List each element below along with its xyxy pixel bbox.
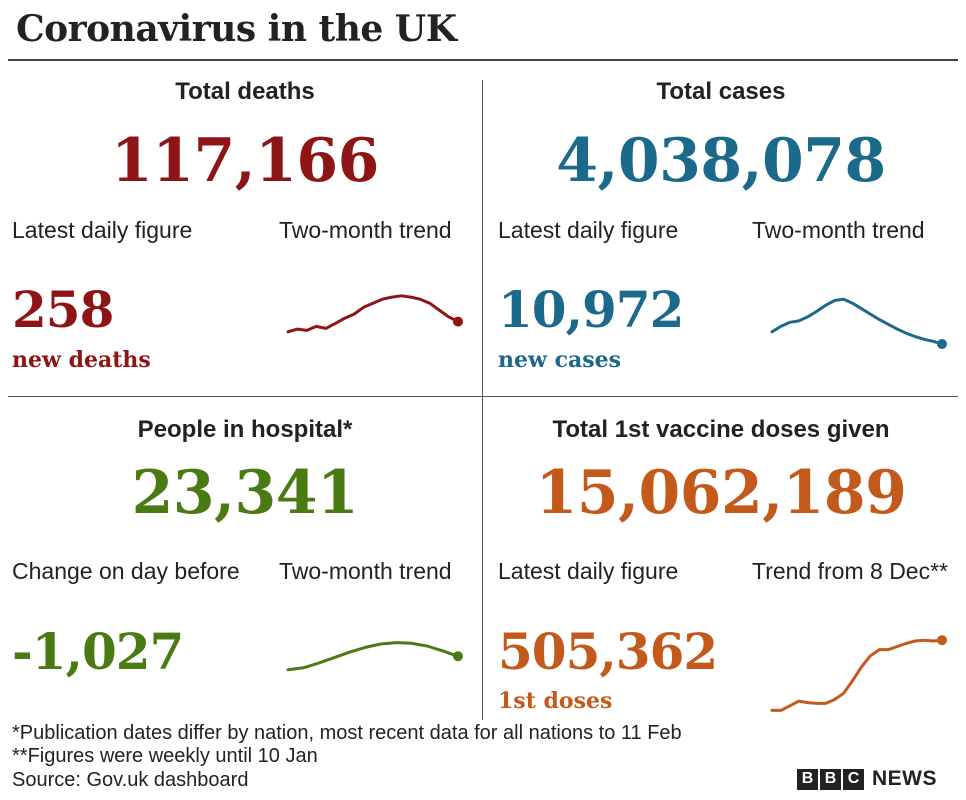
page-title: Coronavirus in the UK	[16, 8, 457, 50]
deaths-panel: Total deaths 117,166 Latest daily figure…	[8, 70, 482, 400]
vaccine-unit: 1st doses	[498, 688, 613, 714]
footnote-weekly: **Figures were weekly until 10 Jan	[12, 745, 318, 767]
vaccine-total: 15,062,189	[535, 458, 907, 528]
deaths-unit: new deaths	[12, 347, 151, 373]
vaccine-right-label: Trend from 8 Dec**	[752, 558, 948, 584]
cases-unit: new cases	[498, 347, 622, 373]
deaths-title: Total deaths	[175, 78, 315, 105]
vaccine-title: Total 1st vaccine doses given	[552, 416, 890, 443]
cases-left-label: Latest daily figure	[498, 217, 679, 243]
cases-trend-end-point	[937, 339, 947, 349]
hospital-total: 23,341	[131, 458, 359, 528]
deaths-left-label: Latest daily figure	[12, 217, 193, 243]
deaths-right-label: Two-month trend	[279, 217, 452, 243]
vaccine-trend-line	[770, 638, 944, 712]
title-divider	[8, 59, 958, 61]
hospital-trend-line	[286, 641, 460, 672]
bbc-logo-letter-b1: B	[797, 768, 818, 790]
vaccine-trend-chart	[770, 635, 947, 712]
bbc-logo-letter-b2: B	[820, 768, 841, 790]
hospital-left-label: Change on day before	[12, 558, 240, 584]
cases-panel: Total cases 4,038,078 Latest daily figur…	[484, 70, 958, 400]
deaths-trend-chart	[286, 294, 463, 334]
vaccine-daily: 505,362	[498, 622, 718, 681]
hospital-title: People in hospital*	[137, 416, 353, 443]
cases-daily: 10,972	[498, 280, 684, 339]
vaccine-panel: Total 1st vaccine doses given 15,062,189…	[484, 408, 958, 738]
horizontal-divider	[8, 396, 958, 397]
vaccine-left-label: Latest daily figure	[498, 558, 679, 584]
hospital-daily: -1,027	[12, 622, 184, 681]
vaccine-trend-end-point	[937, 635, 947, 646]
deaths-total: 117,166	[111, 126, 379, 196]
cases-total: 4,038,078	[556, 126, 886, 196]
bbc-logo-letter-c: C	[843, 768, 864, 790]
cases-right-label: Two-month trend	[752, 217, 925, 243]
bbc-news-logo: B B C NEWS	[797, 767, 937, 791]
hospital-trend-chart	[286, 641, 463, 672]
hospital-panel: People in hospital* 23,341 Change on day…	[8, 408, 482, 738]
deaths-daily: 258	[12, 280, 114, 339]
deaths-trend-end-point	[453, 316, 463, 327]
cases-trend-chart	[770, 297, 947, 349]
cases-title: Total cases	[656, 78, 786, 105]
bbc-logo-news: NEWS	[872, 767, 937, 790]
hospital-right-label: Two-month trend	[279, 558, 452, 584]
hospital-trend-end-point	[453, 651, 463, 662]
cases-trend-line	[770, 297, 944, 346]
deaths-trend-line	[286, 294, 460, 334]
footnote-publication: *Publication dates differ by nation, mos…	[12, 722, 682, 744]
source-note: Source: Gov.uk dashboard	[12, 769, 249, 791]
vertical-divider	[482, 80, 483, 720]
